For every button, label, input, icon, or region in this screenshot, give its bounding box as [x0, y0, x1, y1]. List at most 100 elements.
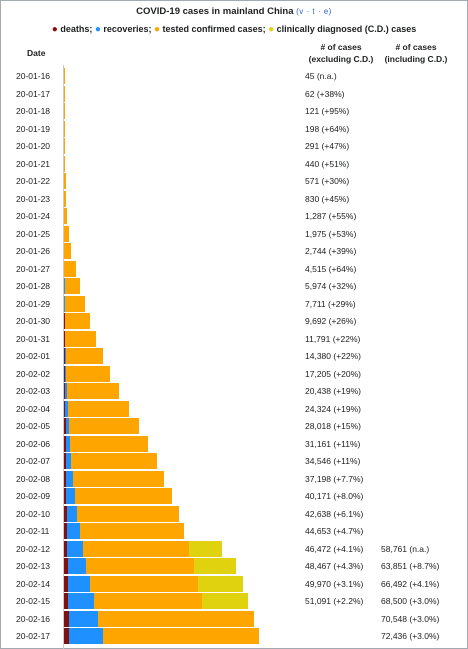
legend: ● deaths; ● recoveries; ● tested confirm…	[1, 24, 467, 35]
table-row: 20-02-07 34,546 (+11%)	[1, 452, 467, 470]
bar-deaths	[64, 575, 69, 592]
bar-recoveries	[68, 610, 98, 627]
row-date: 20-01-26	[16, 246, 51, 256]
cases-excl-label: 1,975 (+53%)	[305, 228, 357, 239]
bar-deaths	[64, 330, 65, 347]
bar-clinically	[194, 558, 236, 574]
bar-tested	[93, 593, 202, 609]
row-date: 20-01-17	[16, 88, 51, 99]
row-date: 20-01-20	[16, 141, 51, 151]
bar-tested	[64, 103, 65, 119]
cases-excl-label: 28,018 (+15%)	[305, 421, 361, 431]
bar-tested	[66, 365, 111, 382]
table-row: 20-01-28 5,974 (+32%)	[1, 277, 467, 295]
cases-excl-label: 1,287 (+55%)	[305, 211, 357, 221]
bar-deaths	[64, 505, 67, 522]
row-date: 20-01-22	[16, 176, 51, 186]
bar-recoveries	[67, 540, 84, 557]
row-date: 20-02-10	[16, 508, 51, 519]
row-date: 20-02-03	[16, 386, 51, 396]
row-date: 20-01-31	[16, 333, 51, 344]
bar-recoveries	[64, 278, 65, 294]
header-incl-line2: (including C.D.)	[384, 54, 448, 64]
table-row: 20-02-13 48,467 (+4.3%) 63,851 (+8.7%)	[1, 557, 467, 575]
bar-deaths	[64, 558, 68, 574]
cd-legend-dot: ●	[268, 24, 275, 35]
table-row: 20-02-03 20,438 (+19%)	[1, 382, 467, 400]
bar-recoveries	[68, 575, 90, 592]
row-date: 20-02-16	[16, 613, 51, 624]
row-date: 20-02-02	[16, 368, 51, 379]
bar-recoveries	[64, 330, 66, 347]
bar-tested	[65, 313, 91, 329]
bar-recoveries	[66, 488, 76, 504]
table-row: 20-01-27 4,515 (+64%)	[1, 260, 467, 278]
row-date: 20-02-06	[16, 438, 51, 449]
cases-excl-label: 5,974 (+32%)	[305, 281, 357, 291]
cases-excl-label: 42,638 (+6.1%)	[305, 508, 364, 519]
bar-deaths	[64, 260, 65, 277]
bar-tested	[71, 453, 157, 469]
table-row: 20-01-22 571 (+30%)	[1, 172, 467, 190]
vte-links[interactable]: (v · t · e)	[296, 7, 332, 16]
table-row: 20-01-25 1,975 (+53%)	[1, 225, 467, 243]
table-row: 20-02-16 70,548 (+3.0%)	[1, 610, 467, 628]
legend-cd: clinically diagnosed (C.D.) cases	[276, 24, 417, 34]
bar-deaths	[64, 488, 67, 504]
row-date: 20-01-24	[16, 211, 51, 221]
cases-excl-label: 46,472 (+4.1%)	[305, 543, 364, 554]
cases-excl-label: 62 (+38%)	[305, 88, 345, 99]
bar-tested	[64, 190, 67, 207]
bar-tested	[64, 138, 65, 154]
bar-tested	[64, 225, 70, 242]
cases-excl-label: 291 (+47%)	[305, 141, 350, 151]
cases-excl-label: 4,515 (+64%)	[305, 263, 357, 274]
row-date: 20-02-17	[16, 631, 51, 641]
cases-incl-label: 70,548 (+3.0%)	[381, 613, 440, 624]
table-row: 20-01-20 291 (+47%)	[1, 137, 467, 155]
bar-deaths	[64, 628, 70, 644]
bar-recoveries	[65, 418, 69, 434]
bar-tested	[66, 383, 120, 399]
bar-tested	[64, 155, 66, 172]
row-date: 20-02-08	[16, 473, 51, 484]
bar-tested	[89, 575, 199, 592]
chart-baseline	[63, 65, 64, 649]
row-date: 20-01-29	[16, 298, 51, 309]
bar-recoveries	[68, 593, 94, 609]
cases-excl-label: 7,711 (+29%)	[305, 298, 356, 309]
cases-incl-label: 66,492 (+4.1%)	[381, 578, 440, 589]
title-text: COVID-19 cases in mainland China	[136, 6, 294, 17]
bar-recoveries	[64, 313, 66, 329]
row-date: 20-01-28	[16, 281, 51, 291]
bar-deaths	[64, 348, 65, 364]
table-row: 20-01-17 62 (+38%)	[1, 85, 467, 103]
bar-deaths	[64, 383, 66, 399]
bar-deaths	[64, 418, 66, 434]
table-row: 20-01-19 198 (+64%)	[1, 120, 467, 138]
cases-excl-label: 37,198 (+7.7%)	[305, 473, 364, 484]
table-row: 20-01-24 1,287 (+55%)	[1, 207, 467, 225]
cases-incl-label: 58,761 (n.a.)	[381, 543, 430, 554]
bar-tested	[102, 628, 259, 644]
bar-deaths	[64, 610, 69, 627]
bar-recoveries	[66, 470, 74, 487]
bar-tested	[69, 435, 148, 452]
bar-tested	[64, 295, 85, 312]
cases-excl-label: 31,161 (+11%)	[305, 438, 361, 449]
table-row: 20-02-17 72,436 (+3.0%)	[1, 627, 467, 645]
bar-deaths	[64, 400, 66, 417]
cases-excl-label: 198 (+64%)	[305, 123, 350, 134]
row-date: 20-02-01	[16, 351, 51, 361]
bar-deaths	[64, 593, 69, 609]
confirmed-legend-dot: ●	[153, 24, 161, 35]
recoveries-legend-dot: ●	[94, 24, 101, 35]
bar-clinically	[198, 575, 243, 592]
cases-excl-label: 2,744 (+39%)	[305, 246, 357, 256]
bar-recoveries	[64, 348, 66, 364]
table-row: 20-02-11 44,653 (+4.7%)	[1, 522, 467, 540]
row-date: 20-01-23	[16, 193, 51, 204]
row-date: 20-02-07	[16, 456, 51, 466]
cases-excl-label: 49,970 (+3.1%)	[305, 578, 364, 589]
cases-incl-label: 72,436 (+3.0%)	[381, 631, 440, 641]
